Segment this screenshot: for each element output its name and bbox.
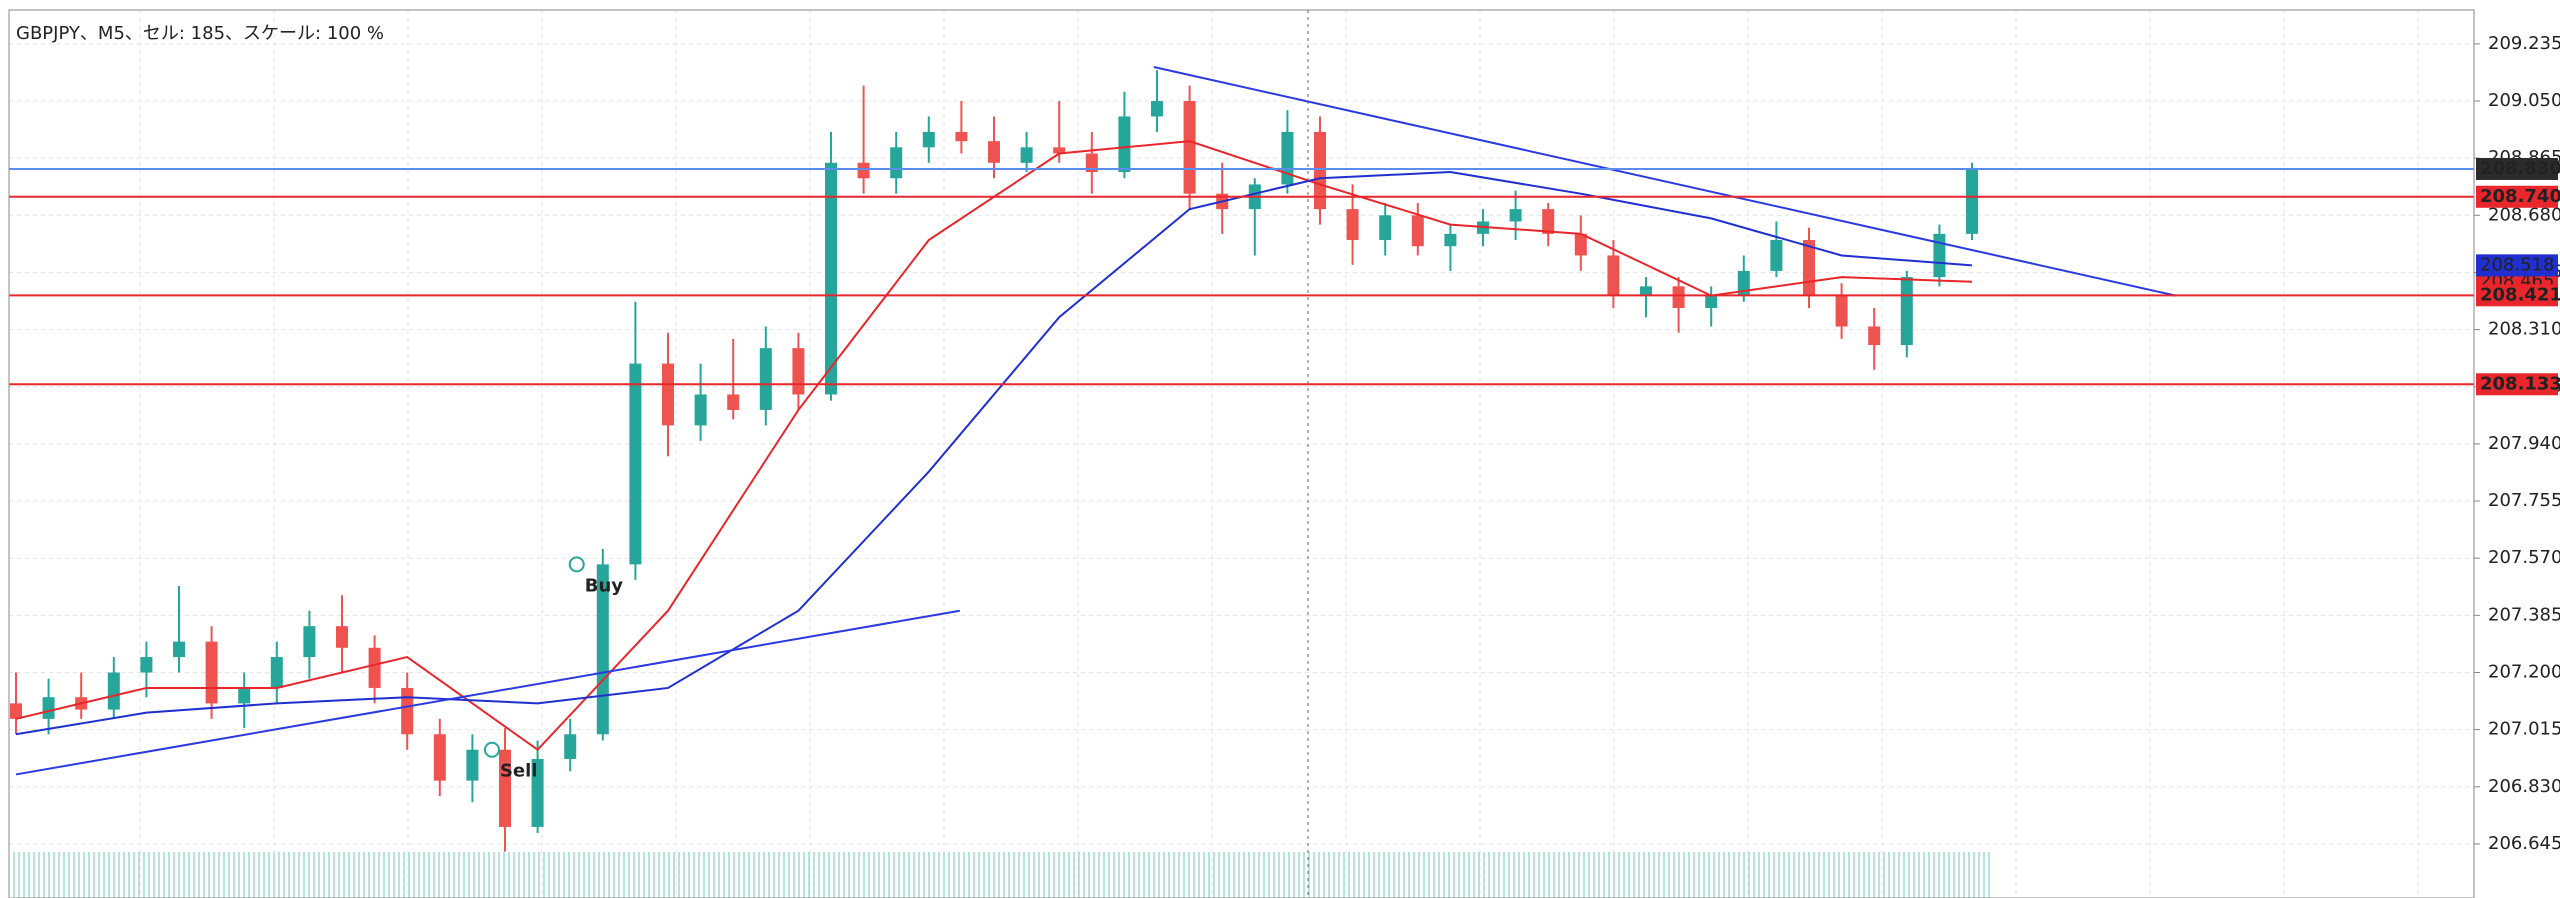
candle-body bbox=[694, 394, 707, 426]
candle-body bbox=[42, 697, 55, 719]
price-level-box bbox=[2476, 373, 2558, 396]
candle-body bbox=[792, 348, 805, 395]
candle-body bbox=[107, 672, 120, 710]
candle-body bbox=[1281, 131, 1294, 185]
y-tick-label: 208.680 bbox=[2488, 204, 2560, 225]
y-tick-label: 207.570 bbox=[2488, 547, 2560, 568]
candle-body bbox=[1868, 326, 1881, 346]
candle-body bbox=[1053, 147, 1066, 154]
candle-body bbox=[238, 687, 251, 704]
candle-body bbox=[727, 394, 740, 410]
price-level-box bbox=[2476, 157, 2558, 180]
candle-body bbox=[1933, 233, 1946, 278]
y-tick-label: 206.645 bbox=[2488, 833, 2560, 854]
price-level-box bbox=[2476, 284, 2558, 307]
candle-body bbox=[1770, 240, 1783, 271]
price-level-label: 208.740 bbox=[2480, 186, 2560, 207]
y-tick-label: 209.235 bbox=[2488, 33, 2560, 54]
candle-body bbox=[1705, 295, 1718, 308]
candle-body bbox=[1835, 295, 1848, 327]
candle-body bbox=[205, 641, 218, 704]
y-tick-label: 207.755 bbox=[2488, 490, 2560, 511]
chart-title: GBPJPY、M5、セル: 185、スケール: 100 % bbox=[16, 23, 384, 44]
price-axis: 209.235209.050208.865208.680208.495208.3… bbox=[2474, 33, 2560, 854]
candle-body bbox=[1314, 131, 1326, 210]
candle-body bbox=[1118, 116, 1131, 173]
ma-price-label: 208.518 bbox=[2480, 254, 2554, 275]
price-level-label: 208.830 bbox=[2480, 158, 2560, 179]
candle-body bbox=[303, 626, 316, 658]
candle-body bbox=[988, 141, 1000, 163]
candle-body bbox=[466, 749, 479, 781]
volume-strip bbox=[13, 852, 1990, 898]
candle-body bbox=[955, 131, 968, 142]
candle-body bbox=[140, 657, 153, 673]
trade-marker bbox=[483, 741, 500, 758]
trade-label: Sell bbox=[500, 761, 538, 782]
price-level-label: 208.421 bbox=[2480, 284, 2560, 305]
candle-body bbox=[1444, 233, 1457, 247]
candle-body bbox=[1151, 101, 1163, 117]
candle-body bbox=[629, 363, 642, 565]
y-tick-label: 208.310 bbox=[2488, 319, 2560, 340]
y-tick-label: 207.385 bbox=[2488, 604, 2560, 625]
moving-average bbox=[15, 171, 1973, 736]
candle-body bbox=[531, 758, 544, 827]
trendline bbox=[15, 609, 960, 776]
candle-body bbox=[662, 363, 674, 426]
candle-body bbox=[1183, 101, 1196, 194]
candle-body bbox=[564, 734, 577, 759]
ma-price-box bbox=[2476, 254, 2558, 277]
candle-body bbox=[401, 687, 414, 735]
candle-body bbox=[1020, 147, 1033, 163]
candle-body bbox=[890, 147, 903, 179]
y-tick-label: 207.940 bbox=[2488, 433, 2560, 454]
y-tick-label: 206.830 bbox=[2488, 776, 2560, 797]
candle-body bbox=[1574, 233, 1587, 256]
candle-body bbox=[1379, 215, 1392, 241]
y-tick-label: 207.015 bbox=[2488, 719, 2560, 740]
candle-body bbox=[759, 348, 772, 410]
candle-body bbox=[499, 749, 511, 827]
grid bbox=[9, 10, 2474, 898]
candle-body bbox=[1085, 153, 1098, 173]
candle-body bbox=[1411, 215, 1424, 247]
candle-body bbox=[368, 647, 381, 688]
plot-frame bbox=[8, 9, 2475, 898]
candle-body bbox=[857, 162, 870, 179]
price-level-label: 208.133 bbox=[2480, 373, 2560, 394]
y-tick-label: 209.050 bbox=[2488, 90, 2560, 111]
candle-body bbox=[1672, 286, 1685, 308]
candle-body bbox=[1509, 209, 1522, 222]
candle-body bbox=[1542, 209, 1555, 234]
candle-body bbox=[433, 734, 446, 781]
candle-body bbox=[10, 703, 22, 719]
candle-body bbox=[596, 564, 609, 735]
candle-body bbox=[1640, 286, 1652, 296]
candle-body bbox=[1607, 255, 1620, 296]
candle-body bbox=[1900, 277, 1913, 346]
candle-body bbox=[825, 162, 837, 395]
trendline bbox=[1153, 66, 2176, 297]
candle-body bbox=[173, 641, 185, 658]
y-tick-label: 207.200 bbox=[2488, 661, 2560, 682]
plot: Buy Sell bbox=[9, 66, 2474, 852]
candle-body bbox=[336, 626, 348, 648]
price-level-box bbox=[2476, 185, 2558, 208]
candle-body bbox=[1966, 168, 1978, 234]
trade-marker bbox=[568, 556, 585, 573]
candle-body bbox=[270, 657, 283, 688]
candle-body bbox=[1737, 270, 1750, 296]
candle-body bbox=[1346, 209, 1359, 241]
candle-body bbox=[922, 131, 935, 148]
trade-label: Buy bbox=[585, 575, 624, 596]
